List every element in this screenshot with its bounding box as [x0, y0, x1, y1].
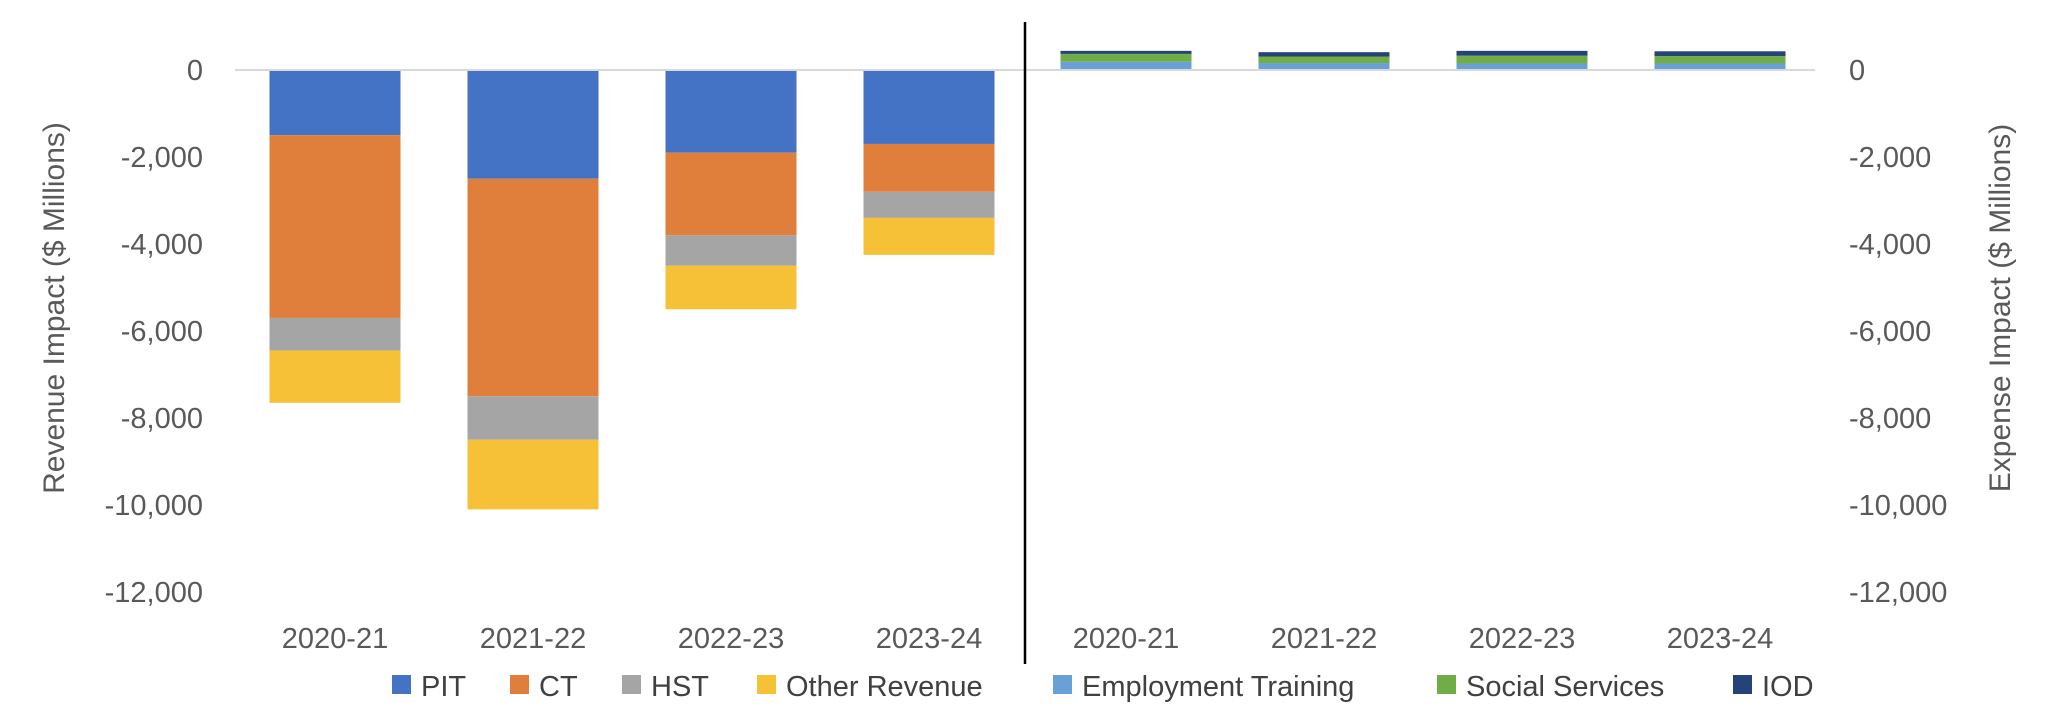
legend-swatch	[1437, 675, 1456, 694]
legend-label: Other Revenue	[786, 671, 983, 703]
expense-bar-social-services	[1456, 55, 1588, 64]
expense-bar-employment-training	[1060, 61, 1192, 70]
left-tick-label: -2,000	[121, 142, 203, 174]
revenue-bar-ct	[467, 178, 599, 397]
revenue-category-label: 2020-21	[282, 623, 388, 655]
revenue-category-label: 2023-24	[876, 623, 982, 655]
expense-bar-iod	[1258, 52, 1390, 57]
legend-label: CT	[539, 671, 578, 703]
expense-bar-employment-training	[1654, 63, 1786, 70]
right-axis-title: Expense Impact ($ Millions)	[1984, 124, 2017, 492]
expense-bar-iod	[1456, 50, 1588, 56]
revenue-bar-other-revenue	[467, 439, 599, 510]
expense-bar-social-services	[1258, 56, 1390, 64]
legend-swatch	[757, 675, 776, 694]
revenue-bar-other-revenue	[269, 350, 401, 403]
left-axis-ticks: 0 -2,000 -4,000 -6,000 -8,000 -10,000 -12,000	[105, 55, 203, 609]
revenue-bar-hst	[665, 235, 797, 266]
revenue-bar-pit	[269, 70, 401, 136]
legend-label: IOD	[1762, 671, 1814, 703]
revenue-bar-pit	[467, 70, 599, 179]
revenue-bar-ct	[665, 152, 797, 236]
revenue-category-label: 2021-22	[480, 623, 586, 655]
left-tick-label: 0	[187, 55, 203, 87]
revenue-bar-ct	[863, 143, 995, 192]
left-tick-label: -8,000	[121, 403, 203, 435]
category-labels: 2020-21 2021-22 2022-23 2023-24 2020-21 2021-…	[282, 623, 1773, 655]
left-tick-label: -6,000	[121, 316, 203, 348]
revenue-bar-other-revenue	[665, 265, 797, 310]
legend: PIT CT HST Other Revenue Employment Training…	[392, 671, 1814, 703]
left-tick-label: -4,000	[121, 229, 203, 261]
legend-swatch	[622, 675, 641, 694]
right-tick-label: -6,000	[1849, 316, 1931, 348]
bars	[269, 50, 1786, 510]
left-axis-title: Revenue Impact ($ Millions)	[38, 122, 71, 494]
revenue-bar-hst	[863, 191, 995, 218]
expense-category-label: 2023-24	[1667, 623, 1773, 655]
expense-category-label: 2020-21	[1073, 623, 1179, 655]
revenue-bar-hst	[269, 317, 401, 351]
expense-bar-social-services	[1654, 56, 1786, 64]
right-tick-label: -10,000	[1849, 490, 1947, 522]
expense-category-label: 2022-23	[1469, 623, 1575, 655]
legend-swatch	[1733, 675, 1752, 694]
legend-swatch	[510, 675, 529, 694]
revenue-bar-pit	[863, 70, 995, 144]
legend-label: Social Services	[1466, 671, 1664, 703]
right-tick-label: 0	[1849, 55, 1865, 87]
expense-bar-employment-training	[1258, 63, 1390, 70]
right-tick-label: -8,000	[1849, 403, 1931, 435]
legend-swatch	[1053, 675, 1072, 694]
right-tick-label: -12,000	[1849, 577, 1947, 609]
revenue-bar-other-revenue	[863, 217, 995, 255]
left-tick-label: -10,000	[105, 490, 203, 522]
left-tick-label: -12,000	[105, 577, 203, 609]
right-tick-label: -4,000	[1849, 229, 1931, 261]
right-axis-ticks: 0 -2,000 -4,000 -6,000 -8,000 -10,000 -12,000	[1849, 55, 1947, 609]
legend-swatch	[392, 675, 411, 694]
revenue-bar-ct	[269, 135, 401, 318]
legend-label: Employment Training	[1082, 671, 1354, 703]
expense-bar-iod	[1654, 51, 1786, 57]
legend-label: PIT	[421, 671, 466, 703]
right-tick-label: -2,000	[1849, 142, 1931, 174]
revenue-category-label: 2022-23	[678, 623, 784, 655]
expense-bar-iod	[1060, 50, 1192, 54]
expense-category-label: 2021-22	[1271, 623, 1377, 655]
expense-bar-social-services	[1060, 53, 1192, 62]
legend-label: HST	[651, 671, 709, 703]
revenue-bar-hst	[467, 396, 599, 440]
revenue-bar-pit	[665, 70, 797, 153]
expense-bar-employment-training	[1456, 63, 1588, 70]
